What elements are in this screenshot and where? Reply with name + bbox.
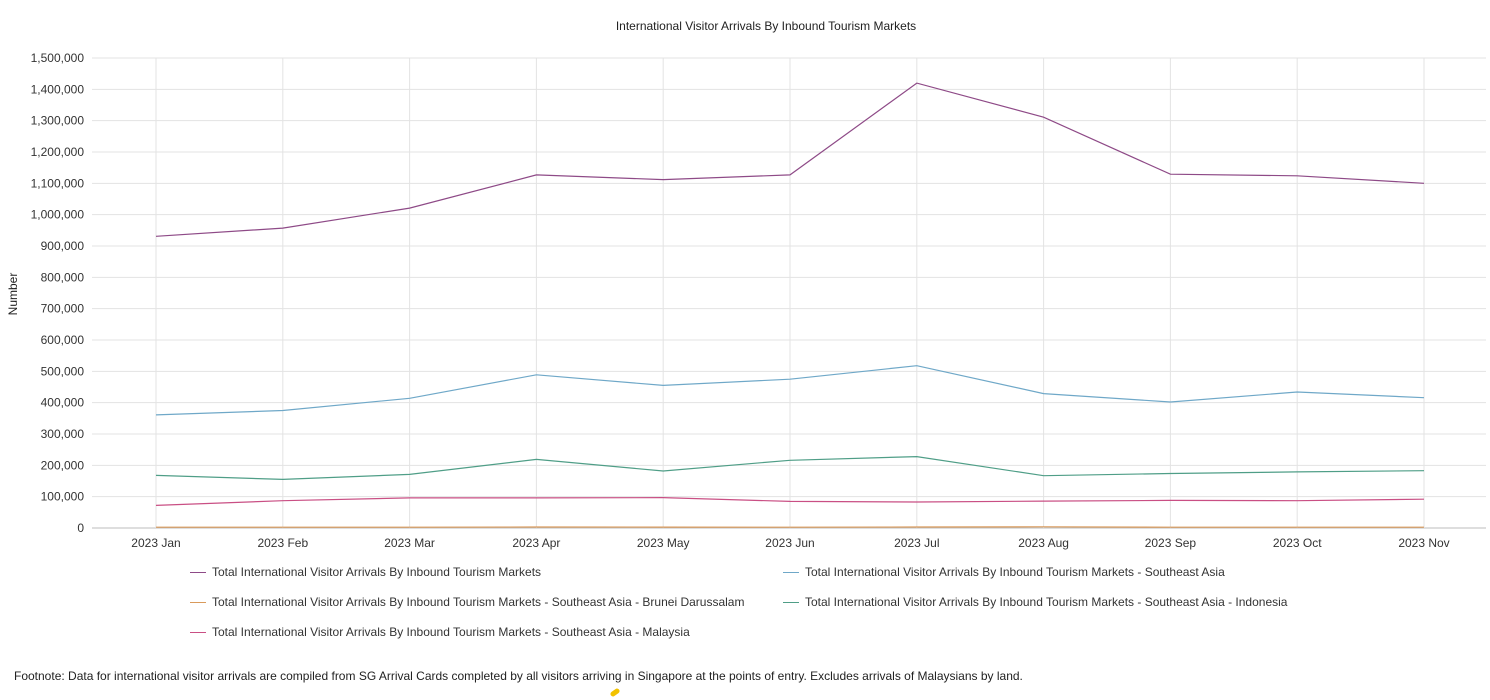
y-tick-label: 700,000 <box>41 302 85 316</box>
x-axis-ticks: 2023 Jan 2023 Feb 2023 Mar 2023 Apr 2023 May… <box>131 536 1449 550</box>
y-tick-label: 400,000 <box>41 396 85 410</box>
legend-swatch <box>190 571 206 573</box>
y-tick-label: 1,000,000 <box>31 208 85 222</box>
legend-swatch <box>190 631 206 633</box>
series-line-0 <box>155 82 1425 237</box>
y-axis-ticks: 0 100,000 200,000 300,000 400,000 500,000 600,… <box>31 51 85 535</box>
y-tick-label: 800,000 <box>41 270 85 284</box>
series-lines <box>155 82 1425 528</box>
legend-label: Total International Visitor Arrivals By … <box>805 565 1225 579</box>
series-line-4 <box>155 496 1425 506</box>
x-tick-label: 2023 Sep <box>1145 536 1197 550</box>
x-tick-label: 2023 Nov <box>1398 536 1449 550</box>
legend-label: Total International Visitor Arrivals By … <box>212 625 690 639</box>
y-tick-label: 0 <box>77 521 84 535</box>
y-tick-label: 200,000 <box>41 458 85 472</box>
x-tick-label: 2023 Jun <box>765 536 814 550</box>
x-tick-label: 2023 May <box>637 536 690 550</box>
legend-item-total[interactable]: Total International Visitor Arrivals By … <box>190 562 541 582</box>
chart-title: International Visitor Arrivals By Inboun… <box>616 19 916 33</box>
series-line-1 <box>155 365 1425 416</box>
legend-swatch <box>783 601 799 603</box>
x-tick-label: 2023 Jul <box>894 536 939 550</box>
legend-item-malaysia[interactable]: Total International Visitor Arrivals By … <box>190 622 690 642</box>
legend-label: Total International Visitor Arrivals By … <box>212 565 542 579</box>
y-tick-label: 1,100,000 <box>31 176 85 190</box>
y-tick-label: 100,000 <box>41 490 85 504</box>
footnote: Footnote: Data for international visitor… <box>14 669 1023 683</box>
legend-label: Total International Visitor Arrivals By … <box>212 595 745 609</box>
legend-item-brunei[interactable]: Total International Visitor Arrivals By … <box>190 592 744 612</box>
legend-swatch <box>190 601 206 603</box>
y-tick-label: 300,000 <box>41 427 85 441</box>
y-tick-label: 1,400,000 <box>31 82 85 96</box>
y-tick-label: 500,000 <box>41 364 85 378</box>
x-tick-label: 2023 Oct <box>1273 536 1322 550</box>
y-tick-label: 900,000 <box>41 239 85 253</box>
y-axis-label: Number <box>6 273 20 316</box>
legend-swatch <box>783 571 799 573</box>
series-line-3 <box>155 455 1425 481</box>
x-tick-label: 2023 Apr <box>512 536 560 550</box>
line-chart: International Visitor Arrivals By Inboun… <box>6 19 1486 550</box>
x-tick-label: 2023 Aug <box>1018 536 1069 550</box>
x-tick-label: 2023 Jan <box>131 536 180 550</box>
legend-item-southeast-asia[interactable]: Total International Visitor Arrivals By … <box>783 562 1225 582</box>
y-tick-label: 1,300,000 <box>31 114 85 128</box>
highlight-mark <box>609 687 621 698</box>
grid <box>92 57 1486 529</box>
y-tick-label: 1,500,000 <box>31 51 85 65</box>
legend-item-indonesia[interactable]: Total International Visitor Arrivals By … <box>783 592 1287 612</box>
y-tick-label: 600,000 <box>41 333 85 347</box>
x-tick-label: 2023 Mar <box>384 536 435 550</box>
y-tick-label: 1,200,000 <box>31 145 85 159</box>
legend-label: Total International Visitor Arrivals By … <box>805 595 1288 609</box>
x-tick-label: 2023 Feb <box>257 536 308 550</box>
